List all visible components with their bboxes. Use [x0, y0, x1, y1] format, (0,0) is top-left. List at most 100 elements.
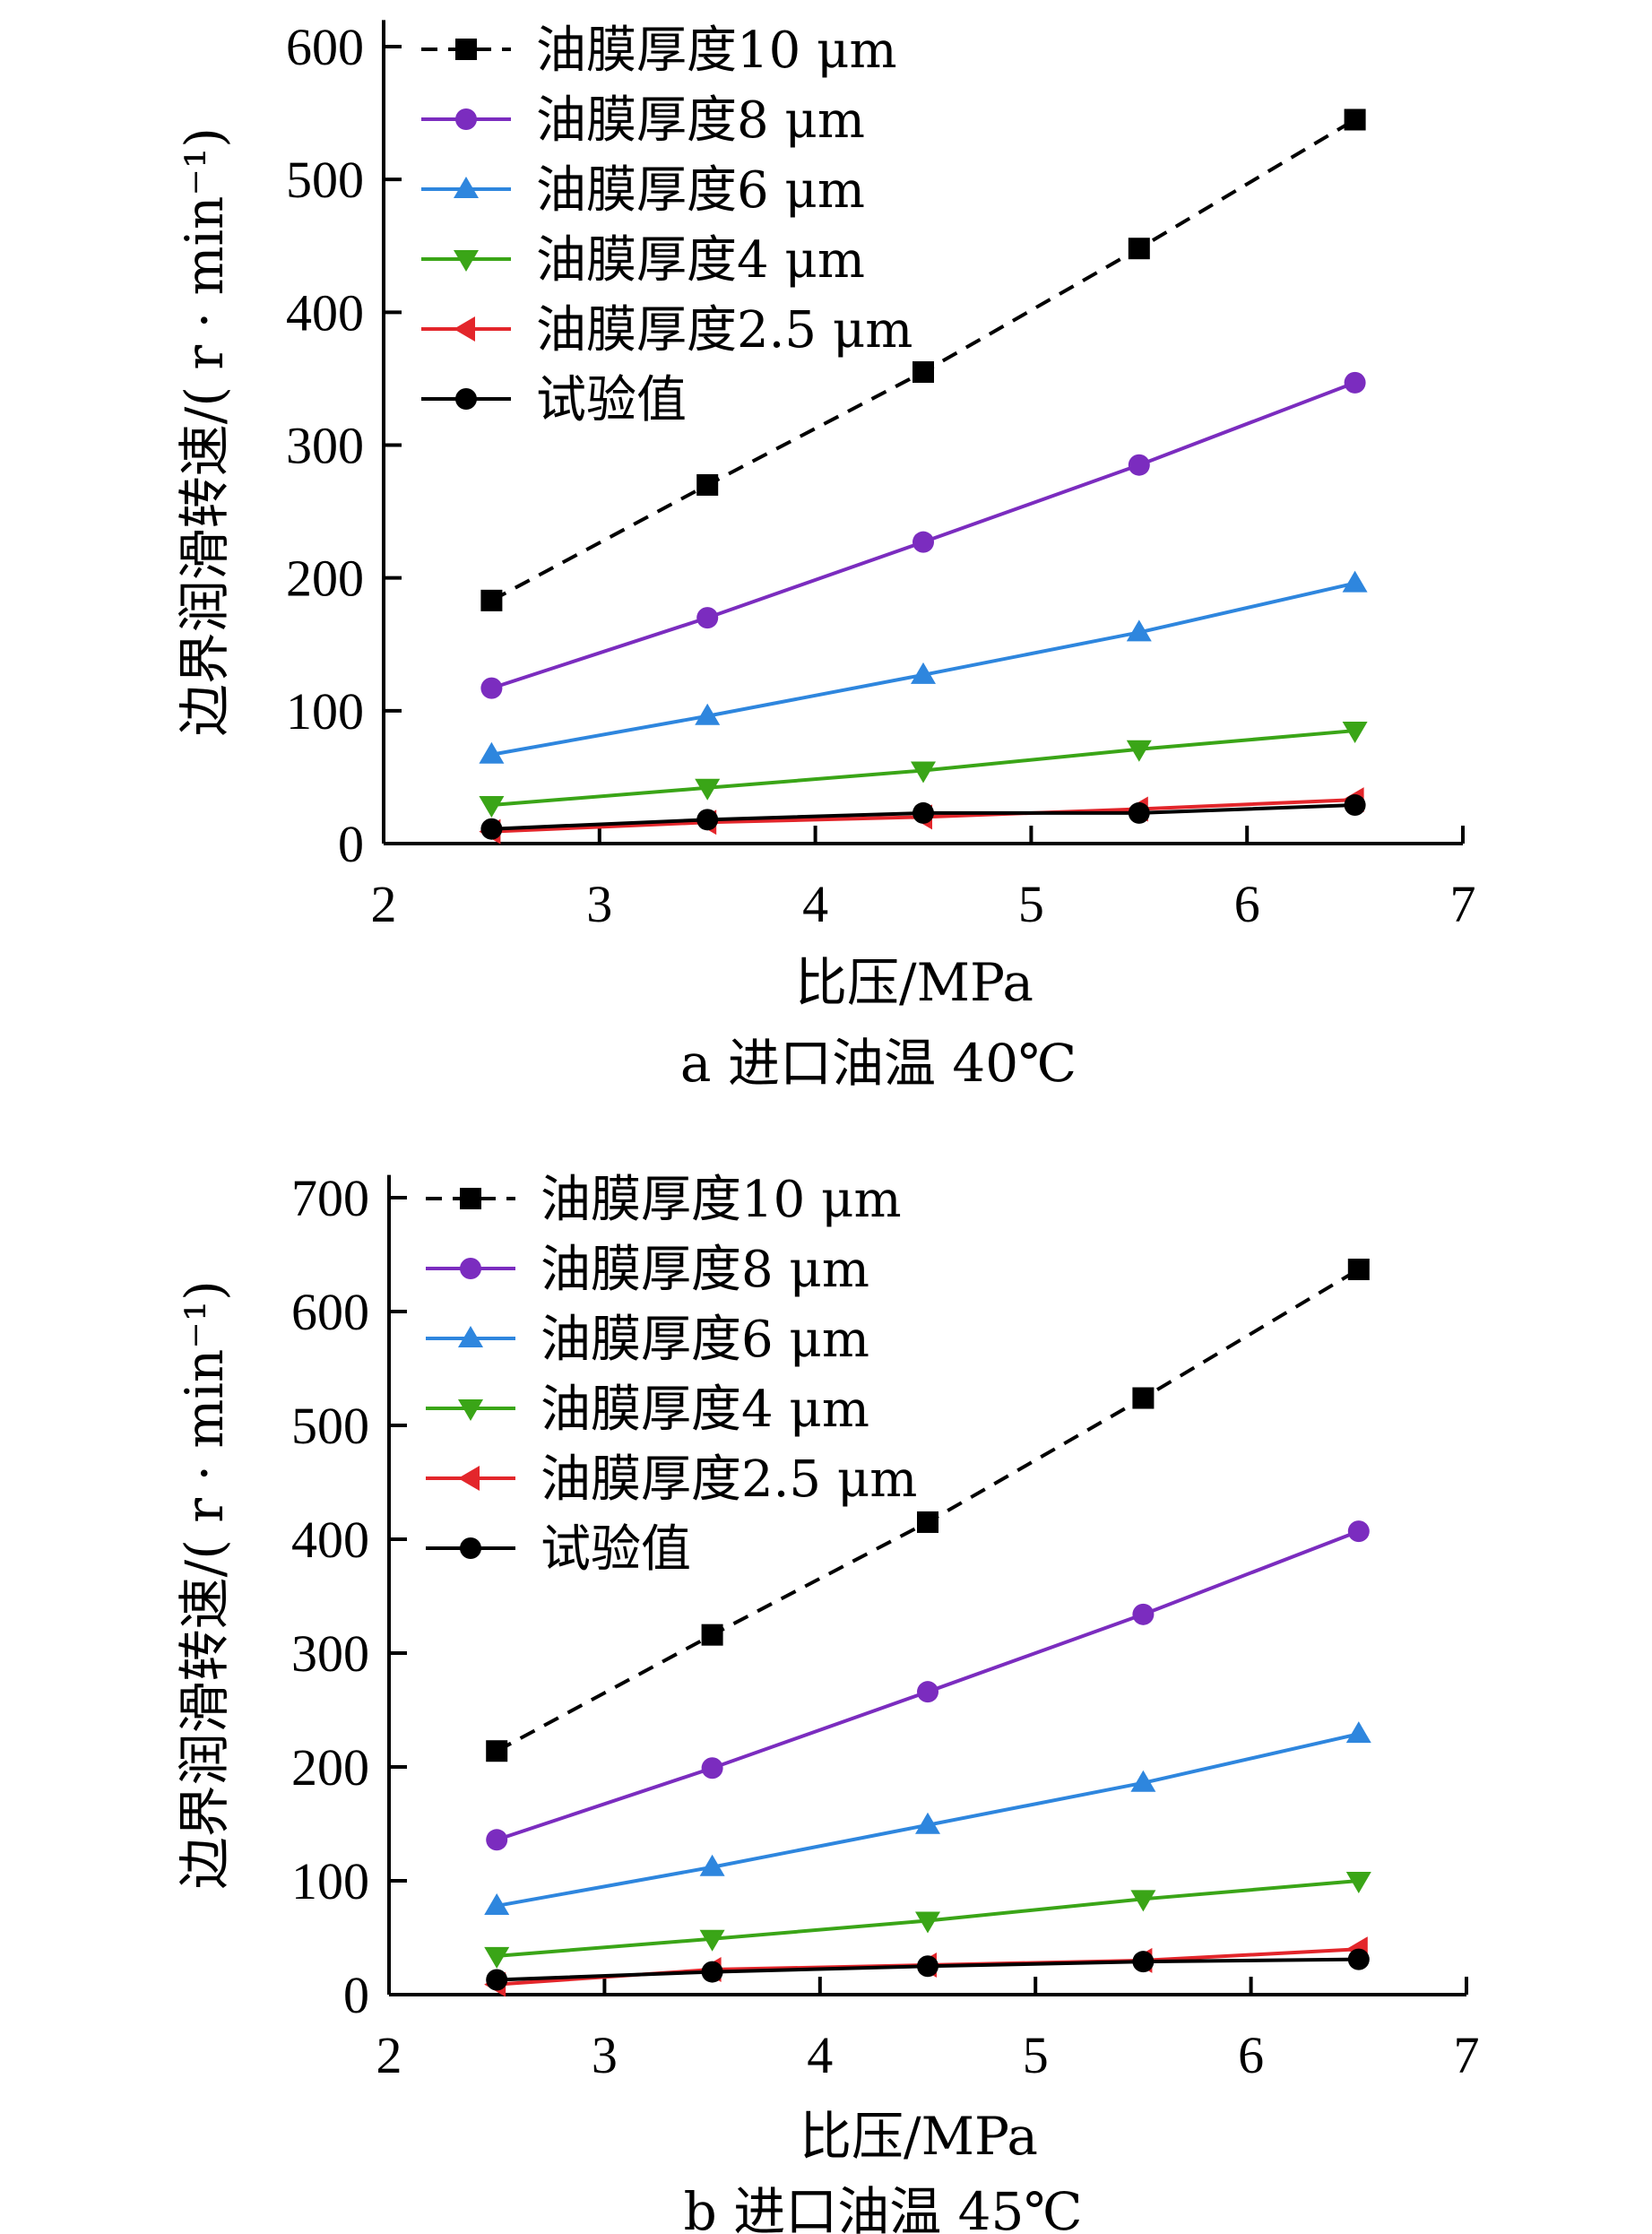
data-point — [696, 473, 719, 496]
series-8-m — [480, 371, 1366, 699]
chart-a: 0 100 200 300 400 500 600 2 3 4 5 6 7 边界润滑转速/( r · mi… — [174, 18, 1476, 1094]
data-point — [917, 1681, 938, 1703]
data-point — [701, 1757, 723, 1779]
data-point — [701, 1624, 723, 1646]
data-point — [1344, 108, 1366, 131]
x-tick-label: 4 — [807, 2026, 833, 2084]
legend-label: 油膜厚度6 μm — [541, 1311, 869, 1369]
chart-b: 0 100 200 300 400 500 600 700 2 3 4 5 6 7 边界润滑转速/( r ·… — [174, 1169, 1480, 2234]
data-point — [486, 1969, 508, 1991]
y-tick-label: 400 — [291, 1511, 369, 1569]
legend-label: 油膜厚度8 μm — [536, 91, 865, 150]
series-4-m — [479, 722, 1368, 818]
data-point — [1128, 454, 1150, 476]
x-tick-label: 3 — [592, 2026, 618, 2084]
y-axis-title: 边界润滑转速/( r · min⁻¹) — [174, 1280, 235, 1889]
data-point — [1130, 1890, 1156, 1912]
legend-label: 油膜厚度8 μm — [541, 1241, 869, 1299]
data-point — [696, 809, 719, 831]
data-point — [696, 607, 719, 629]
data-point — [484, 1892, 510, 1915]
y-tick-label: 100 — [286, 682, 364, 740]
data-point — [912, 801, 934, 824]
y-tick-label: 300 — [291, 1624, 369, 1683]
figure-caption: b 进口油温 45℃ — [684, 2181, 1083, 2234]
data-point — [1345, 1721, 1371, 1744]
series- — [486, 1948, 1370, 1991]
x-tick-label: 4 — [802, 875, 828, 933]
y-tick-label: 600 — [286, 18, 364, 76]
data-point — [1344, 371, 1366, 394]
data-point — [911, 761, 936, 784]
data-point — [1132, 1951, 1155, 1973]
x-tick-label: 6 — [1234, 875, 1260, 933]
y-tick-label: 300 — [286, 417, 364, 475]
data-point — [1132, 1603, 1155, 1625]
x-tick-label: 5 — [1023, 2026, 1049, 2084]
data-point — [1344, 794, 1366, 817]
y-tick-label: 0 — [338, 815, 364, 873]
data-point — [1347, 1520, 1370, 1543]
data-point — [1345, 1872, 1371, 1893]
x-axis-title: 比压/MPa — [795, 952, 1034, 1013]
data-point — [486, 1829, 508, 1851]
x-axis-title: 比压/MPa — [800, 2106, 1038, 2167]
data-point — [1132, 1387, 1155, 1409]
data-point — [917, 1511, 938, 1533]
legend-marker — [460, 1537, 481, 1559]
data-point — [695, 703, 721, 725]
y-tick-label: 0 — [343, 1966, 369, 2024]
x-tick-label: 2 — [371, 875, 397, 933]
legend: 油膜厚度10 μm 油膜厚度8 μm 油膜厚度6 μm 油膜厚度4 μm 油膜厚度2.5… — [421, 22, 912, 429]
data-point — [480, 589, 503, 611]
legend-marker — [455, 39, 477, 60]
data-point — [912, 531, 934, 553]
legend-label: 油膜厚度6 μm — [536, 161, 865, 220]
legend-marker — [454, 316, 475, 342]
legend-marker — [458, 1466, 480, 1491]
y-tick-label: 600 — [291, 1283, 369, 1341]
legend-label: 试验值 — [541, 1520, 691, 1579]
series-10-m — [480, 108, 1366, 611]
data-point — [695, 778, 721, 801]
legend-marker — [460, 1188, 481, 1209]
data-point — [1347, 1259, 1370, 1281]
legend-label: 油膜厚度10 μm — [541, 1171, 902, 1229]
legend-marker — [458, 1399, 483, 1421]
data-point — [1128, 801, 1150, 824]
legend-marker — [454, 177, 479, 198]
legend-marker — [455, 388, 477, 410]
figure-caption: a 进口油温 40℃ — [680, 1033, 1077, 1094]
x-tick-label: 2 — [376, 2026, 402, 2084]
y-tick-label: 100 — [291, 1852, 369, 1910]
legend-marker — [454, 250, 479, 272]
data-point — [1128, 238, 1150, 260]
x-tick-label: 5 — [1018, 875, 1044, 933]
y-tick-label: 700 — [291, 1169, 369, 1227]
x-tick-label: 7 — [1450, 875, 1476, 933]
series- — [480, 794, 1366, 840]
legend-label: 油膜厚度2.5 μm — [541, 1450, 917, 1509]
data-point — [486, 1740, 508, 1762]
x-tick-label: 6 — [1238, 2026, 1264, 2084]
data-point — [1342, 570, 1368, 593]
series-10-m — [486, 1259, 1370, 1762]
data-point — [484, 1946, 510, 1969]
data-point — [480, 818, 503, 840]
legend: 油膜厚度10 μm 油膜厚度8 μm 油膜厚度6 μm 油膜厚度4 μm 油膜厚度2.5… — [426, 1171, 917, 1579]
data-point — [699, 1929, 725, 1952]
legend-label: 油膜厚度4 μm — [541, 1381, 869, 1439]
data-point — [1126, 740, 1152, 762]
legend-marker — [458, 1326, 483, 1347]
series-4-m — [484, 1872, 1371, 1969]
data-point — [479, 741, 505, 764]
legend-label: 油膜厚度2.5 μm — [536, 301, 912, 359]
series-6-m — [479, 570, 1368, 764]
data-point — [701, 1961, 723, 1983]
data-point — [1130, 1770, 1156, 1792]
series-8-m — [486, 1520, 1370, 1851]
x-tick-label: 3 — [586, 875, 612, 933]
legend-marker — [460, 1258, 481, 1279]
data-point — [479, 796, 505, 818]
data-point — [915, 1911, 940, 1934]
